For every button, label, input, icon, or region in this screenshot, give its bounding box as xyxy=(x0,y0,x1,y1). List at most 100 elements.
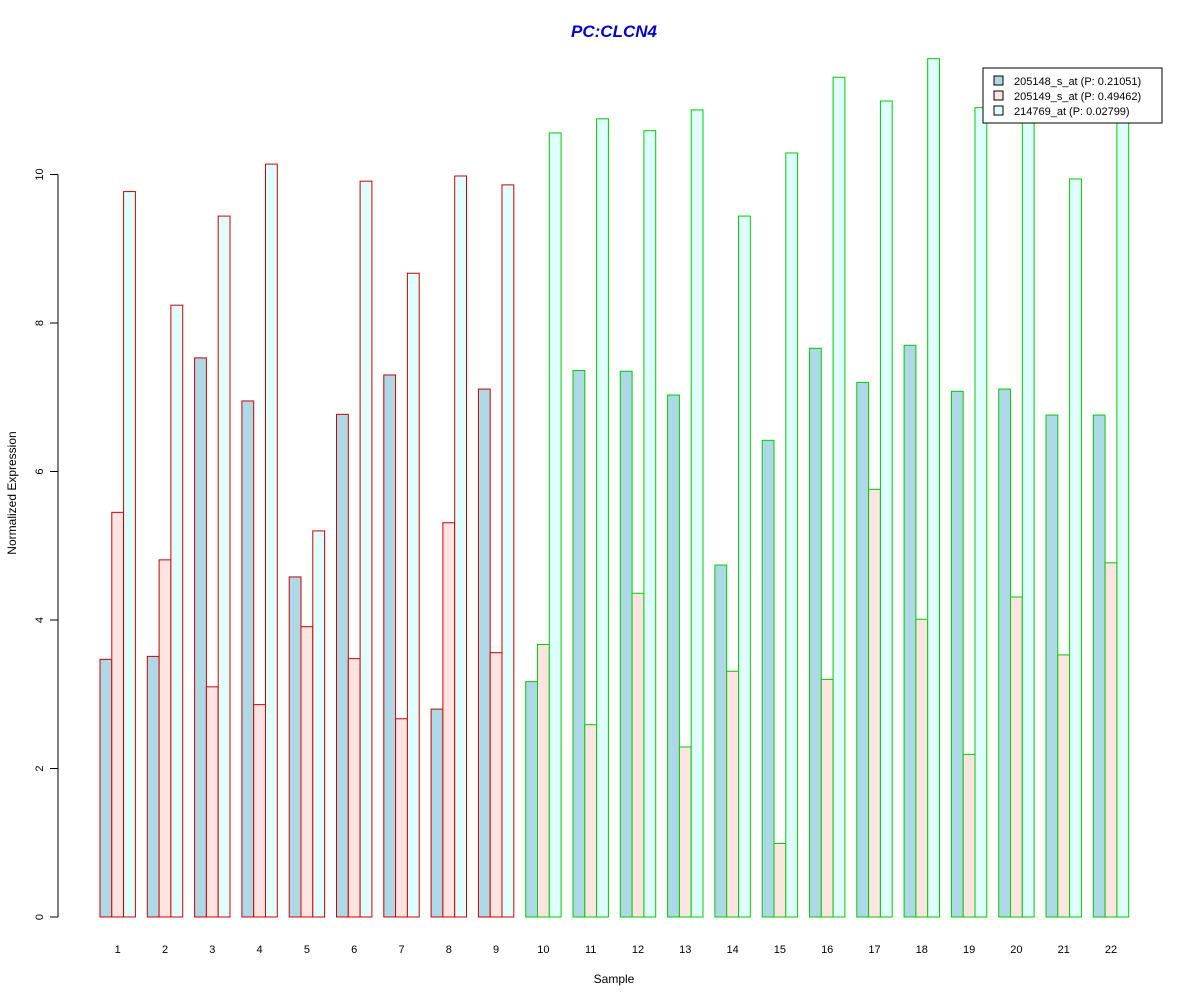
y-tick-label: 4 xyxy=(34,617,46,623)
bar-7-series-1 xyxy=(383,374,397,918)
chart-title: PC:CLCN4 xyxy=(571,22,657,41)
bar-16-series-2 xyxy=(820,678,834,918)
bar-20-series-3 xyxy=(1021,111,1035,918)
bar-21-series-3 xyxy=(1069,178,1082,918)
bar-14-series-2 xyxy=(726,670,740,918)
bar-12-series-1 xyxy=(619,370,633,918)
bar-19-series-3 xyxy=(974,107,988,918)
bar-15-series-2 xyxy=(773,842,787,918)
y-axis-title: Normalized Expression xyxy=(5,431,19,554)
x-tick-label: 18 xyxy=(916,944,928,956)
bar-4-series-3 xyxy=(265,163,278,918)
x-tick-label: 5 xyxy=(304,944,310,956)
bar-2-series-3 xyxy=(170,304,184,918)
x-tick-label: 13 xyxy=(679,944,691,956)
bar-19-series-2 xyxy=(962,753,976,918)
x-tick-label: 7 xyxy=(398,944,404,956)
bar-3-series-1 xyxy=(194,357,207,918)
x-tick-label: 8 xyxy=(446,944,452,956)
bar-6-series-3 xyxy=(359,180,373,918)
x-tick-label: 2 xyxy=(162,944,168,956)
bar-21-series-1 xyxy=(1045,414,1059,918)
bar-1-series-1 xyxy=(99,658,113,918)
bar-12-series-3 xyxy=(643,130,657,918)
x-tick-label: 21 xyxy=(1058,944,1070,956)
bar-9-series-2 xyxy=(489,652,503,918)
x-tick-label: 22 xyxy=(1105,944,1117,956)
bar-17-series-1 xyxy=(856,381,870,918)
bar-13-series-1 xyxy=(667,394,680,918)
x-tick-label: 3 xyxy=(209,944,215,956)
y-axis: 0 2 4 6 8 10 xyxy=(34,168,59,920)
bar-4-series-2 xyxy=(253,704,266,918)
bar-9-series-1 xyxy=(477,388,491,918)
bar-7-series-3 xyxy=(406,272,420,918)
bar-22-series-2 xyxy=(1104,562,1118,918)
x-tick-label: 19 xyxy=(963,944,975,956)
x-tick-label: 14 xyxy=(726,944,738,956)
x-tick-label: 17 xyxy=(868,944,880,956)
bar-13-series-3 xyxy=(690,109,704,918)
bar-15-series-3 xyxy=(785,152,799,918)
bar-12-series-2 xyxy=(631,592,645,918)
y-tick-label: 8 xyxy=(34,320,46,326)
bar-14-series-1 xyxy=(714,564,728,918)
bar-13-series-2 xyxy=(678,746,692,918)
x-tick-label: 20 xyxy=(1010,944,1022,956)
legend-swatch xyxy=(993,90,1004,101)
bar-6-series-1 xyxy=(336,413,349,918)
x-tick-label: 12 xyxy=(632,944,644,956)
bar-14-series-3 xyxy=(738,215,751,918)
bar-22-series-1 xyxy=(1092,414,1106,918)
bar-6-series-2 xyxy=(347,658,361,918)
bar-11-series-1 xyxy=(572,370,586,918)
y-tick-label: 0 xyxy=(34,914,46,920)
x-tick-labels: 1 2 3 4 5 6 7 8 9 10 11 12 13 14 15 16 17 18 19 20 21 22 xyxy=(115,944,1117,956)
x-tick-label: 4 xyxy=(257,944,263,956)
x-tick-label: 1 xyxy=(115,944,121,956)
bar-11-series-3 xyxy=(596,118,609,918)
y-tick-label: 6 xyxy=(34,468,46,474)
bar-7-series-2 xyxy=(395,718,408,918)
bar-8-series-3 xyxy=(454,175,468,918)
bar-3-series-2 xyxy=(205,686,219,918)
x-tick-label: 9 xyxy=(493,944,499,956)
legend-label: 205148_s_at (P: 0.21051) xyxy=(1014,76,1141,88)
bar-8-series-1 xyxy=(430,708,444,918)
bar-1-series-3 xyxy=(123,191,136,918)
legend-label: 214769_at (P: 0.02799) xyxy=(1014,106,1130,118)
legend-swatch xyxy=(993,75,1004,86)
bar-20-series-2 xyxy=(1010,596,1023,918)
y-tick-label: 10 xyxy=(34,168,46,180)
x-tick-label: 16 xyxy=(821,944,833,956)
bar-11-series-2 xyxy=(584,724,598,918)
bars-layer xyxy=(99,58,1130,918)
legend-label: 205149_s_at (P: 0.49462) xyxy=(1014,91,1141,103)
bar-16-series-1 xyxy=(809,347,822,918)
bar-18-series-1 xyxy=(903,344,917,918)
bar-20-series-1 xyxy=(998,388,1012,918)
bar-22-series-3 xyxy=(1116,114,1130,918)
bar-3-series-3 xyxy=(217,215,231,918)
bar-18-series-2 xyxy=(915,618,929,918)
bar-17-series-2 xyxy=(868,488,881,918)
bar-5-series-1 xyxy=(288,576,302,918)
bar-15-series-1 xyxy=(761,439,775,918)
x-tick-label: 15 xyxy=(774,944,786,956)
x-tick-label: 6 xyxy=(351,944,357,956)
legend: 205148_s_at (P: 0.21051) 205149_s_at (P:… xyxy=(982,67,1163,124)
x-tick-label: 11 xyxy=(585,944,596,956)
bar-5-series-2 xyxy=(300,626,314,918)
bar-5-series-3 xyxy=(312,530,326,918)
bar-10-series-2 xyxy=(537,644,550,918)
bar-9-series-3 xyxy=(501,184,515,918)
bar-19-series-1 xyxy=(950,390,964,918)
legend-swatch xyxy=(993,105,1004,116)
bar-2-series-1 xyxy=(146,655,160,918)
bar-4-series-1 xyxy=(241,400,255,918)
bar-21-series-2 xyxy=(1057,654,1071,918)
bar-10-series-3 xyxy=(548,132,562,918)
x-axis-title: Sample xyxy=(594,972,635,986)
